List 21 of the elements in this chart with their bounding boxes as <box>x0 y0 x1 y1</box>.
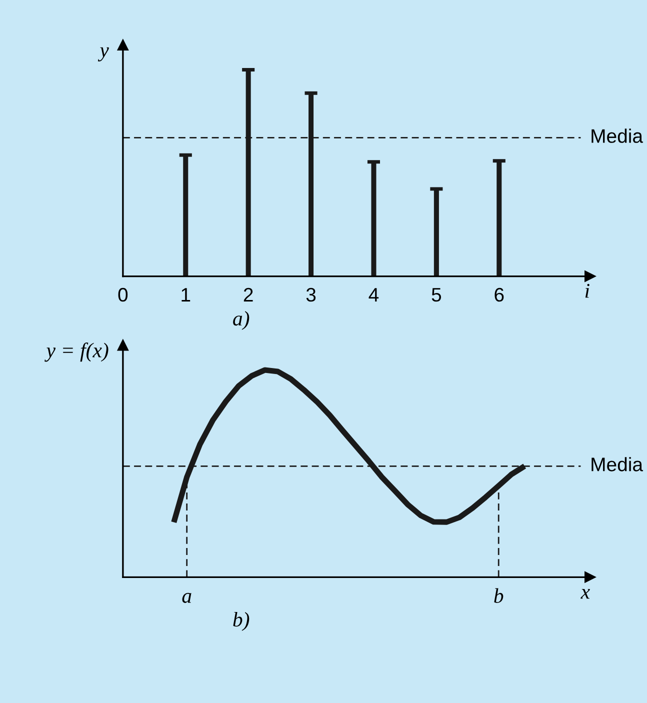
x-tick-label: 5 <box>432 288 442 302</box>
x-tick-label: b <box>494 588 504 603</box>
x-tick-label: 3 <box>306 288 316 302</box>
text: b) <box>233 612 250 631</box>
ref-line-label: Media <box>592 128 644 143</box>
y-axis-title: y <box>98 47 109 62</box>
bar <box>434 188 439 276</box>
x-tick-label: a <box>182 592 192 603</box>
ref-line-label: Media <box>592 457 644 472</box>
x-tick-label: 6 <box>494 288 504 302</box>
y-axis-title: y = f(x) <box>44 342 108 362</box>
x-tick-label: 0 <box>118 288 128 302</box>
text: a) <box>233 310 250 330</box>
bar <box>496 160 502 276</box>
x-axis-title: i <box>585 284 590 298</box>
x-tick-label: 4 <box>368 288 379 302</box>
x-tick-label: 2 <box>244 288 253 302</box>
x-tick-label: 1 <box>182 288 190 302</box>
bar <box>371 162 376 276</box>
x-axis-title: x <box>580 589 590 599</box>
bar <box>183 155 188 276</box>
